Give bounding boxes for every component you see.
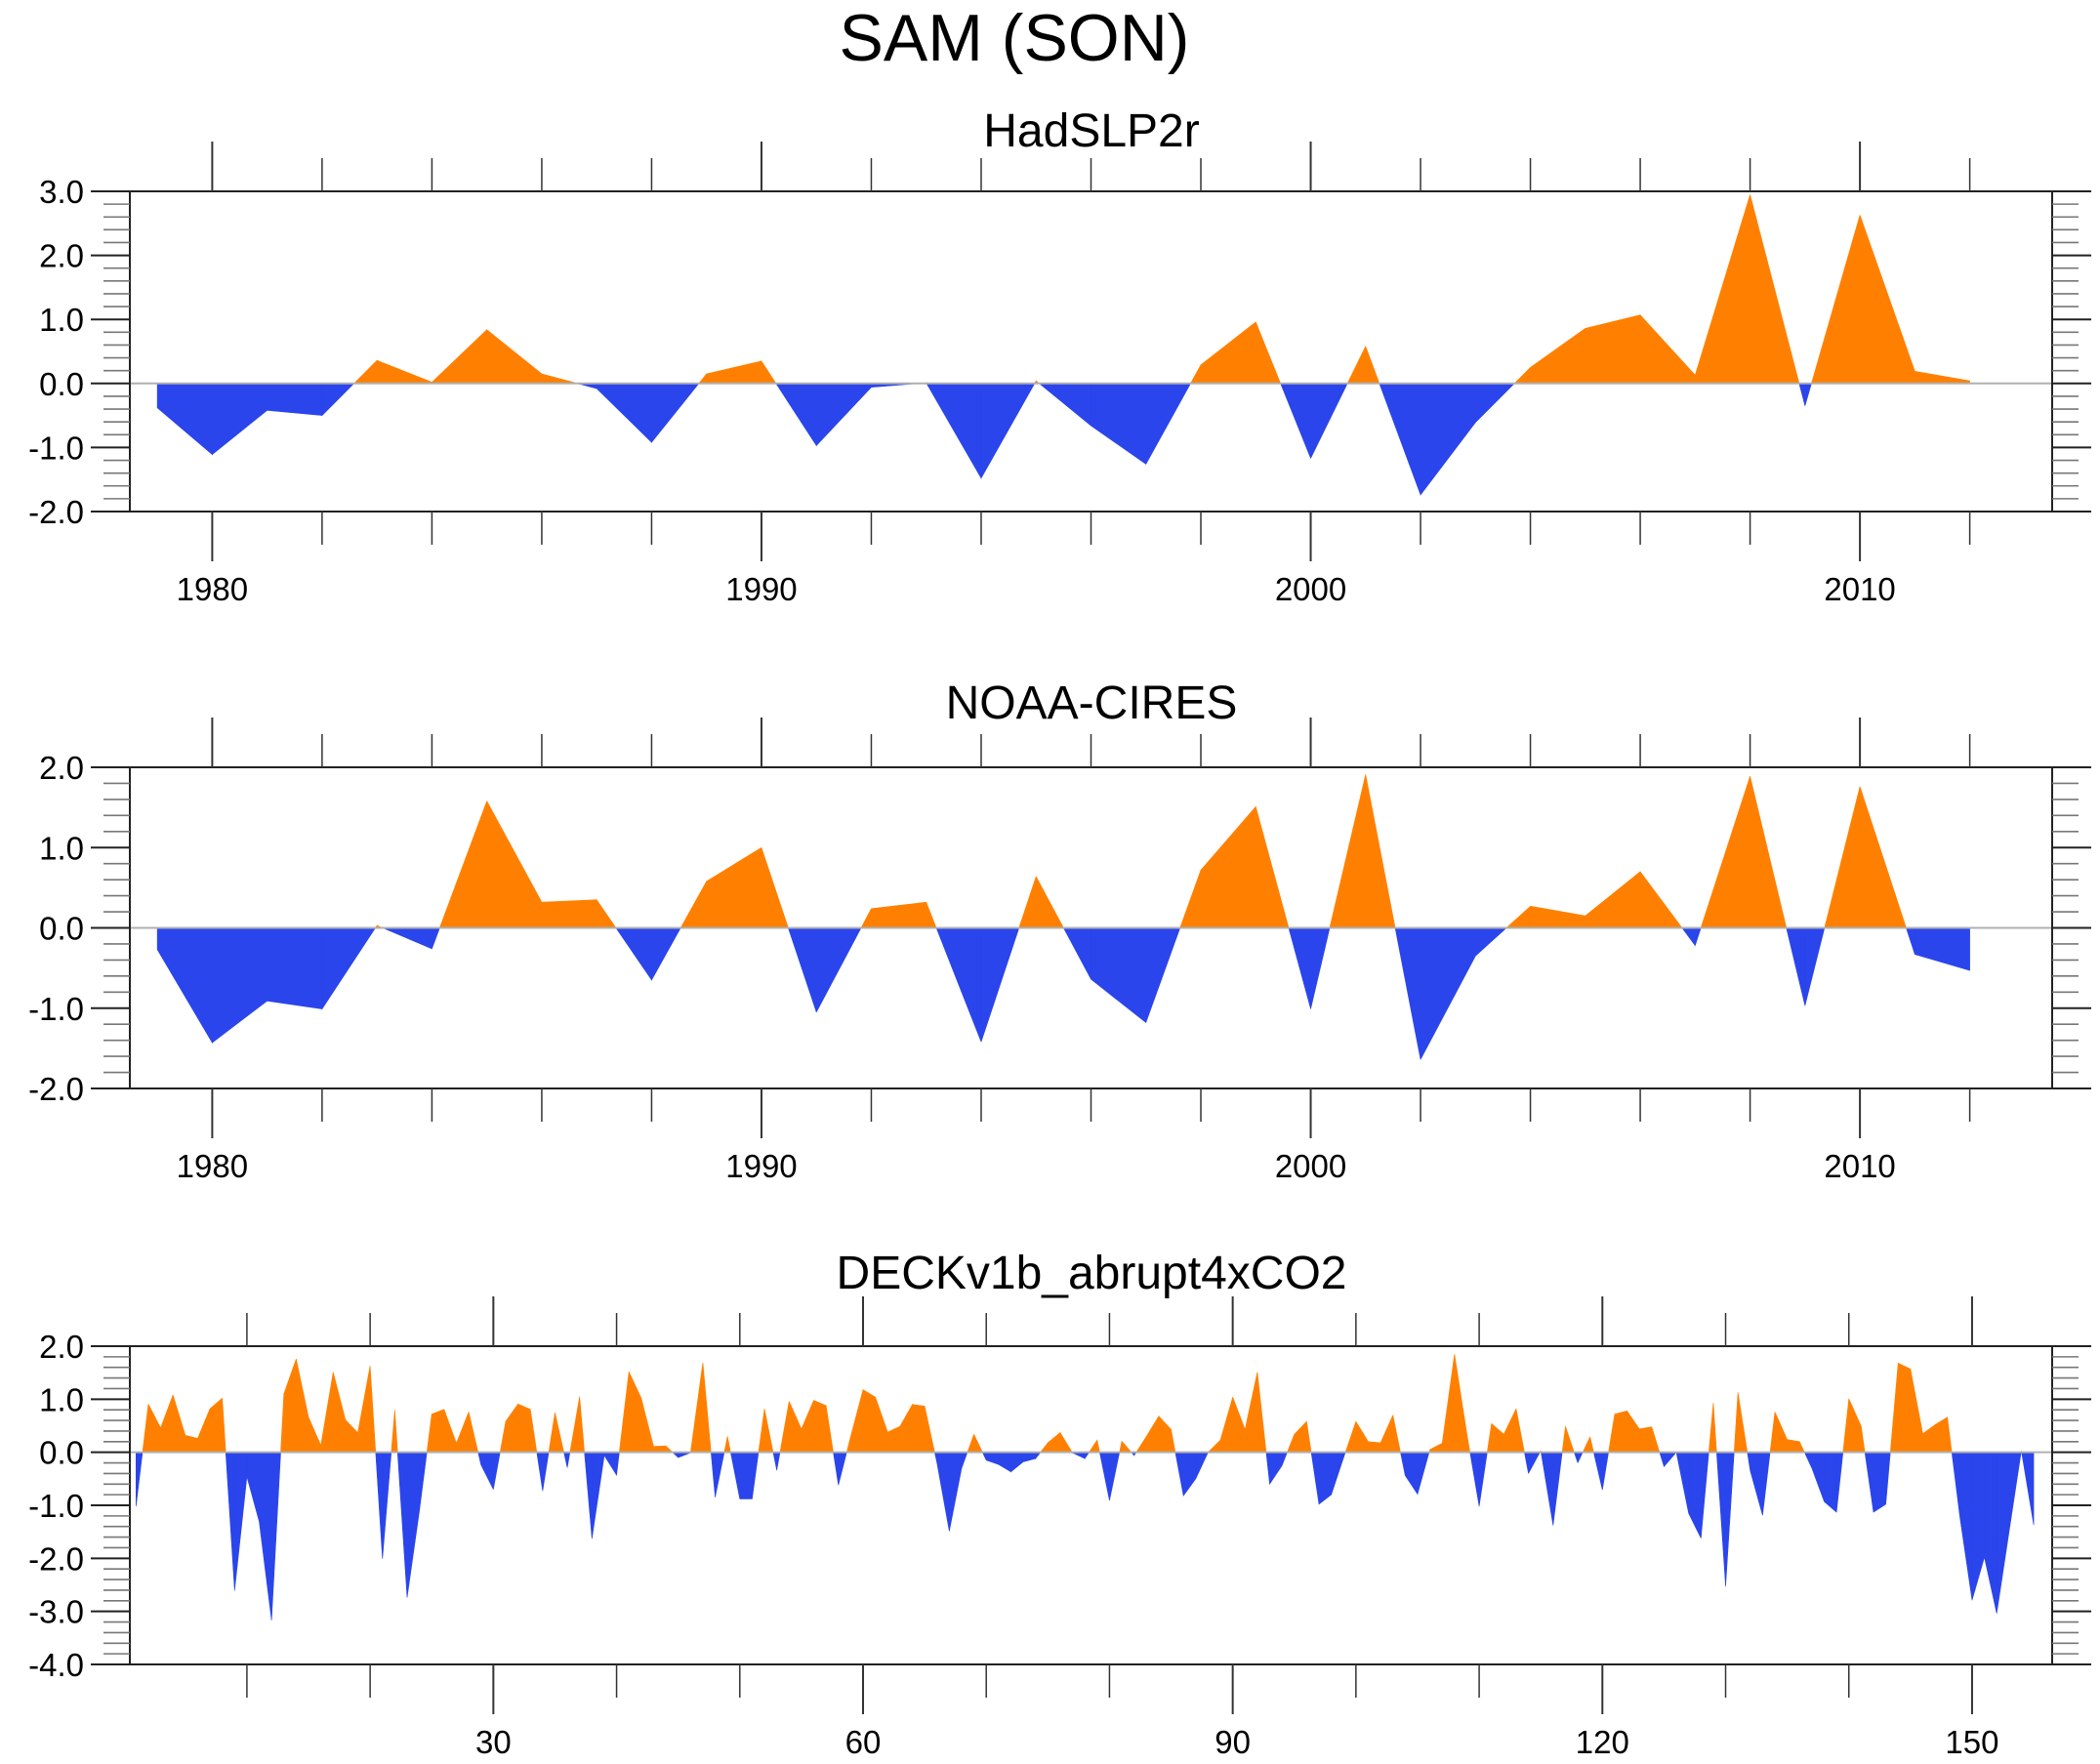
y-tick-label: 2.0 (39, 238, 84, 274)
negative-anomaly-area (156, 383, 1812, 496)
panel-title-deckv1b-abrupt4xco2: DECKv1b_abrupt4xCO2 (837, 1248, 1347, 1299)
x-tick-label: 1990 (725, 571, 797, 607)
y-tick-label: 0.0 (39, 366, 84, 402)
positive-anomaly-area (142, 1354, 2023, 1453)
y-tick-label: 1.0 (39, 302, 84, 338)
y-tick-label: -1.0 (28, 991, 84, 1027)
y-tick-label: -1.0 (28, 430, 84, 466)
y-tick-label: -2.0 (28, 494, 84, 530)
y-tick-label: -2.0 (28, 1071, 84, 1107)
x-tick-label: 1990 (725, 1148, 797, 1184)
y-tick-label: 0.0 (39, 911, 84, 947)
positive-anomaly-area (352, 194, 1970, 385)
x-tick-label: 2010 (1824, 1148, 1895, 1184)
panel-title-noaa-cires: NOAA-CIRES (946, 677, 1238, 729)
x-tick-label: 2010 (1824, 571, 1895, 607)
positive-anomaly-area (374, 774, 1907, 928)
x-tick-label: 2000 (1275, 571, 1346, 607)
x-tick-label: 1980 (177, 1148, 248, 1184)
y-tick-label: -4.0 (28, 1647, 84, 1683)
x-tick-label: 1980 (177, 571, 248, 607)
negative-anomaly-area (136, 1452, 2035, 1620)
x-tick-label: 90 (1215, 1724, 1251, 1760)
x-tick-label: 2000 (1275, 1148, 1346, 1184)
x-tick-label: 30 (475, 1724, 512, 1760)
y-tick-label: 2.0 (39, 1329, 84, 1365)
x-tick-label: 60 (845, 1724, 882, 1760)
panel-deckv1b-abrupt4xco2: DECKv1b_abrupt4xCO2 30 60 90 120 150 -4.0 -3.0… (28, 1248, 2091, 1760)
panel-hadslp2r: HadSLP2r 1980 1990 2000 2010 -2.0 -1.0 0.0 1.0 2… (28, 105, 2091, 607)
y-tick-label: 2.0 (39, 750, 84, 786)
y-tick-label: -1.0 (28, 1488, 84, 1524)
y-tick-label: 0.0 (39, 1435, 84, 1471)
x-tick-label: 120 (1576, 1724, 1629, 1760)
y-tick-label: 3.0 (39, 174, 84, 210)
negative-anomaly-area (156, 927, 1970, 1060)
figure-title: SAM (SON) (840, 1, 1190, 75)
x-tick-label: 150 (1945, 1724, 1998, 1760)
y-tick-label: 1.0 (39, 830, 84, 866)
y-tick-label: -2.0 (28, 1540, 84, 1577)
panel-title-hadslp2r: HadSLP2r (983, 105, 1199, 157)
panel-noaa-cires: NOAA-CIRES 1980 1990 2000 2010 -2.0 -1.0 0.0 1.… (28, 677, 2091, 1184)
y-tick-label: 1.0 (39, 1381, 84, 1417)
y-tick-label: -3.0 (28, 1594, 84, 1630)
